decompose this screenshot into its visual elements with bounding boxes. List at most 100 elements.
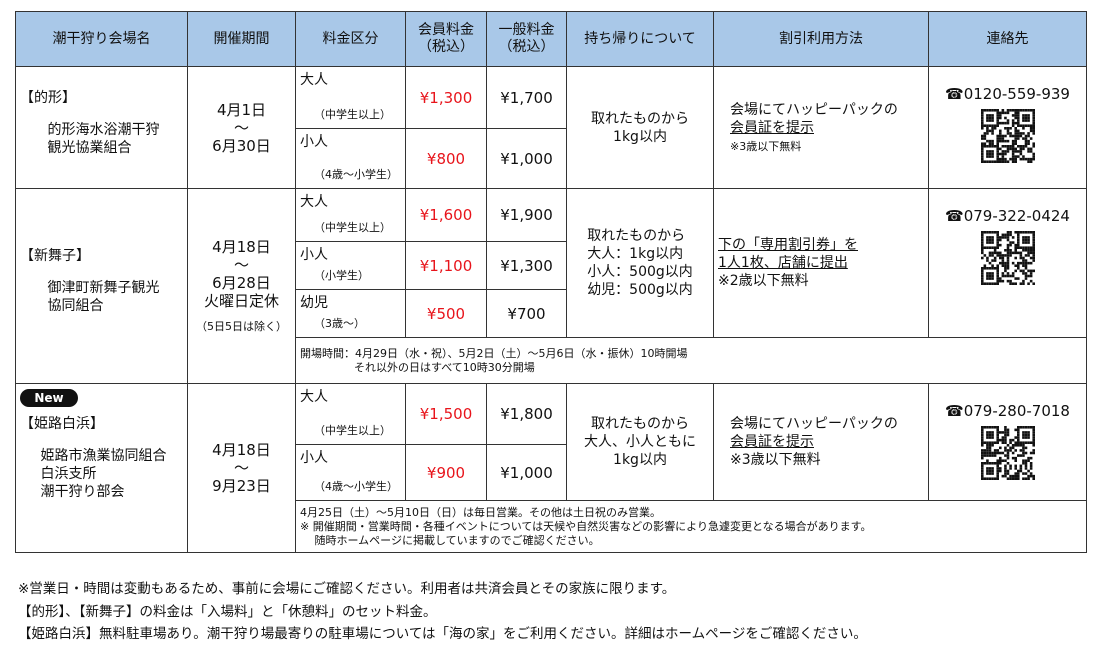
takeout-text: 大人、小人ともに — [584, 434, 696, 450]
fee-type-label: 大人 — [300, 389, 328, 405]
general-price: ¥1,800 — [486, 383, 567, 445]
column-header: 一般料金 （税込） — [486, 11, 567, 67]
fee-type: 幼児 （3歳～） — [295, 289, 406, 338]
phone-number[interactable]: 0120-559-939 — [963, 85, 1070, 103]
discount-text: 会員証を提示 — [730, 434, 814, 450]
general-price-value: ¥1,300 — [500, 256, 553, 275]
period-note: （5日5日は除く） — [196, 320, 287, 333]
venue-name: 【的形】的形海水浴潮干狩 観光協業組合 — [15, 66, 188, 189]
column-header: 連絡先 — [928, 11, 1087, 67]
venue-note: 開場時間：4月29日（水・祝）、5月2日（土）～5月6日（水・振休）10時開場そ… — [295, 337, 1087, 384]
member-price: ¥1,500 — [405, 383, 487, 445]
venue-organizer: 御津町新舞子観光 協同組合 — [47, 280, 160, 314]
note-text: 開場時間：4月29日（水・祝）、5月2日（土）～5月6日（水・振休）10時開場 — [300, 346, 688, 360]
venue-organizer: 的形海水浴潮干狩 観光協業組合 — [47, 121, 160, 156]
fee-type: 小人 （4歳～小学生） — [295, 128, 406, 189]
general-price-value: ¥1,000 — [500, 149, 553, 168]
period-text: ～ — [233, 459, 249, 477]
member-price-value: ¥800 — [426, 149, 466, 168]
takeout-text: 大人：1kg以内 — [587, 246, 684, 262]
qr-code-icon[interactable] — [980, 426, 1035, 480]
takeout-limit: 取れたものから 大人：1kg以内 小人：500g以内 幼児：500g以内 — [566, 188, 714, 338]
telephone-icon: ☎ — [945, 207, 964, 225]
fee-type-age: （中学生以上） — [314, 221, 391, 234]
discount-text: 1人1枚、店舗に提出 — [718, 255, 848, 271]
header-label: 開催期間 — [213, 30, 270, 47]
period-text: 4月18日 — [212, 238, 271, 256]
discount-text: ※2歳以下無料 — [718, 273, 809, 289]
general-price-value: ¥1,900 — [500, 206, 553, 224]
header-label: 持ち帰りについて — [584, 30, 696, 47]
member-price-value: ¥900 — [426, 463, 466, 482]
venue-tag: 【姫路白浜】 — [20, 416, 104, 432]
fee-type: 大人 （中学生以上） — [295, 383, 406, 445]
venue-tag: 【的形】 — [20, 89, 76, 106]
takeout-text: 取れたものから — [591, 416, 689, 432]
takeout-text: 取れたものから — [587, 228, 686, 244]
contact: ☎079-322-0424 — [928, 188, 1087, 338]
note-text: それ以外の日はすべて10時30分開場 — [354, 360, 535, 374]
note-text: 4月25日（土）～5月10日（日）は毎日営業。その他は土日祝のみ営業。 — [300, 505, 661, 519]
column-header: 持ち帰りについて — [566, 11, 714, 67]
fee-type: 大人 （中学生以上） — [295, 66, 406, 129]
discount-text: 会場にてハッピーパックの — [730, 101, 898, 118]
takeout-limit: 取れたものから 1kg以内 — [566, 66, 714, 189]
fee-type-label: 小人 — [300, 134, 328, 150]
fee-type-label: 小人 — [300, 247, 328, 263]
telephone-icon: ☎ — [945, 402, 964, 420]
venue-note: 4月25日（土）～5月10日（日）は毎日営業。その他は土日祝のみ営業。 ※ 開催期… — [295, 500, 1087, 553]
general-price: ¥1,900 — [486, 188, 567, 242]
general-price-value: ¥1,700 — [500, 88, 553, 107]
phone-number[interactable]: 079-322-0424 — [963, 207, 1070, 225]
member-price-value: ¥1,300 — [419, 88, 473, 107]
phone-number[interactable]: 079-280-7018 — [963, 402, 1070, 420]
discount-text: 会場にてハッピーパックの — [730, 416, 898, 432]
venue-organizer: 姫路市漁業協同組合 白浜支所 潮干狩り部会 — [40, 448, 167, 500]
event-period: 4月1日～ 6月30日 — [187, 66, 296, 189]
general-price: ¥1,300 — [486, 241, 567, 290]
footer-note-3: 【姫路白浜】無料駐車場あり。潮干狩り場最寄りの駐車場については「海の家」をご利用… — [18, 626, 867, 642]
member-price: ¥800 — [405, 128, 487, 189]
header-label: 割引利用方法 — [779, 30, 863, 47]
column-header: 潮干狩り会場名 — [15, 11, 188, 67]
qr-code-icon[interactable] — [980, 231, 1035, 285]
period-text: 6月30日 — [212, 136, 271, 155]
member-price-value: ¥500 — [426, 304, 466, 323]
fee-type: 小人 （小学生） — [295, 241, 406, 290]
takeout-text: 幼児：500g以内 — [587, 282, 693, 298]
contact: ☎0120-559-939 — [928, 66, 1087, 189]
member-price-value: ¥1,100 — [419, 256, 473, 275]
period-text: 4月1日 — [216, 100, 267, 119]
period-text: 9月23日 — [212, 477, 271, 495]
general-price-value: ¥1,000 — [500, 463, 553, 482]
new-badge: New — [20, 389, 78, 407]
general-price: ¥1,000 — [486, 128, 567, 189]
member-price: ¥1,100 — [405, 241, 487, 290]
header-label: 潮干狩り会場名 — [52, 30, 151, 47]
footer-note-2: 【的形】、【新舞子】の料金は「入場料」と「休憩料」のセット料金。 — [18, 604, 437, 620]
member-price: ¥1,600 — [405, 188, 487, 242]
member-price: ¥500 — [405, 289, 487, 338]
takeout-limit: 取れたものから 大人、小人ともに 1kg以内 — [566, 383, 714, 501]
venue-tag: 【新舞子】 — [20, 248, 90, 264]
telephone-icon: ☎ — [945, 85, 964, 103]
header-label: 一般料金 （税込） — [498, 22, 555, 55]
column-header: 開催期間 — [187, 11, 296, 67]
fee-type-age: （3歳～） — [314, 317, 365, 330]
fee-type-age: （4歳～小学生） — [314, 168, 398, 181]
general-price: ¥1,000 — [486, 444, 567, 501]
fee-type-label: 幼児 — [300, 295, 328, 311]
note-text: 随時ホームページに掲載していますのでご確認ください。 — [300, 533, 600, 547]
takeout-text: 取れたものから — [591, 110, 689, 127]
general-price-value: ¥1,800 — [500, 405, 553, 423]
takeout-text: 1kg以内 — [613, 128, 667, 145]
member-price: ¥1,300 — [405, 66, 487, 129]
fee-type-age: （小学生） — [314, 269, 369, 282]
qr-code-icon[interactable] — [980, 109, 1035, 163]
column-header: 会員料金 （税込） — [405, 11, 487, 67]
fee-type-label: 小人 — [300, 450, 328, 466]
fee-type-age: （中学生以上） — [314, 108, 391, 121]
discount-method: 会場にてハッピーパックの 会員証を提示 ※3歳以下無料 — [713, 66, 929, 189]
period-text: ～ — [233, 256, 249, 274]
event-period: 4月18日～ 6月28日 火曜日定休 （5日5日は除く） — [187, 188, 296, 384]
